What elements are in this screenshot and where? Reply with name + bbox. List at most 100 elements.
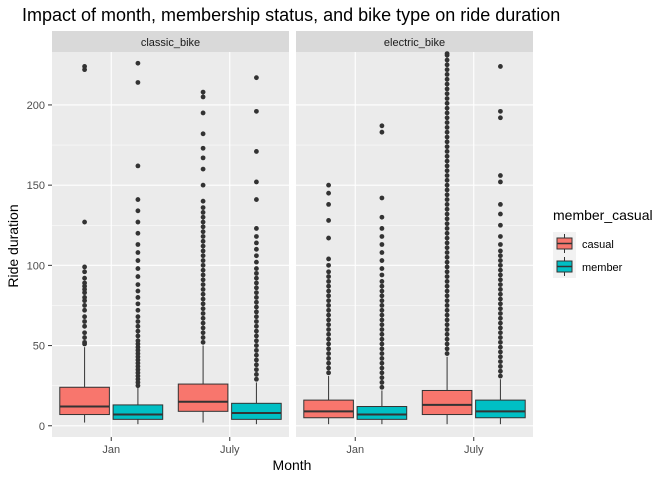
outlier-point xyxy=(379,266,385,271)
outlier-point xyxy=(254,246,259,252)
x-axis: Jan July Jan July xyxy=(102,437,484,456)
outlier-point xyxy=(498,359,503,365)
outlier-point xyxy=(82,323,87,329)
outlier-point xyxy=(444,100,450,106)
outlier-point xyxy=(82,307,87,313)
outlier-point xyxy=(254,352,259,358)
outlier-point xyxy=(326,317,331,323)
outlier-point xyxy=(379,298,385,304)
outlier-point xyxy=(326,331,331,337)
box-iqr xyxy=(112,404,164,420)
outlier-point xyxy=(200,219,206,225)
outlier-point xyxy=(326,370,331,376)
box-July-casual xyxy=(421,51,473,425)
legend-item-casual: casual xyxy=(553,232,614,255)
outlier-point xyxy=(82,264,87,270)
outlier-point xyxy=(444,168,450,174)
outlier-point xyxy=(326,235,331,241)
outlier-point xyxy=(200,272,206,278)
outlier-point xyxy=(326,360,331,366)
outlier-point xyxy=(82,339,87,345)
outlier-point xyxy=(498,291,503,297)
outlier-point xyxy=(498,373,503,379)
panel-background xyxy=(52,52,289,437)
outlier-point xyxy=(379,327,385,332)
outlier-point xyxy=(135,250,141,255)
outlier-point xyxy=(326,269,331,275)
outlier-point xyxy=(200,306,206,312)
outlier-point xyxy=(498,211,503,217)
outlier-point xyxy=(254,333,259,339)
outlier-point xyxy=(254,280,259,286)
box-July-casual xyxy=(177,89,229,423)
outlier-point xyxy=(200,311,206,316)
outlier-point xyxy=(444,144,450,150)
box-iqr xyxy=(177,383,229,412)
outlier-point xyxy=(379,355,385,361)
outlier-point xyxy=(254,295,259,300)
panels: classic_bike electric_bike xyxy=(52,31,533,437)
outlier-point xyxy=(200,277,206,283)
outlier-point xyxy=(444,288,450,294)
outlier-point xyxy=(444,322,450,328)
outlier-point xyxy=(254,357,259,363)
outlier-point xyxy=(254,290,259,296)
outlier-point xyxy=(444,216,450,222)
outlier-point xyxy=(200,301,206,307)
outlier-point xyxy=(379,272,385,278)
box-Jan-member xyxy=(356,123,408,425)
facet-strip xyxy=(296,31,533,52)
outlier-point xyxy=(444,307,450,313)
outlier-point xyxy=(326,341,331,347)
y-tick-label: 50 xyxy=(33,341,45,353)
outlier-point xyxy=(379,283,385,289)
outlier-point xyxy=(82,219,87,225)
outlier-point xyxy=(444,177,450,183)
outlier-point xyxy=(498,335,503,340)
outlier-point xyxy=(326,256,331,262)
outlier-point xyxy=(254,328,259,334)
outlier-point xyxy=(498,253,503,259)
outlier-point xyxy=(254,362,259,368)
outlier-point xyxy=(135,301,141,307)
outlier-point xyxy=(326,190,331,196)
outlier-point xyxy=(135,338,141,344)
outlier-point xyxy=(379,341,385,347)
outlier-point xyxy=(379,317,385,323)
y-tick-label: 0 xyxy=(39,421,45,433)
outlier-point xyxy=(200,89,206,95)
outlier-point xyxy=(135,208,141,214)
legend-label: member xyxy=(582,262,623,274)
outlier-point xyxy=(326,218,331,223)
box-July-member xyxy=(475,64,526,425)
x-tick-label: Jan xyxy=(346,444,364,456)
outlier-point xyxy=(135,328,141,334)
outlier-point xyxy=(498,282,503,288)
outlier-point xyxy=(444,264,450,270)
y-tick-label: 200 xyxy=(27,100,45,112)
outlier-point xyxy=(135,163,141,169)
outlier-point xyxy=(444,336,450,342)
outlier-point xyxy=(326,283,331,289)
outlier-point xyxy=(135,266,141,271)
outlier-point xyxy=(254,299,259,305)
outlier-point xyxy=(326,351,331,356)
outlier-point xyxy=(379,370,385,376)
box-July-member xyxy=(231,75,282,425)
outlier-point xyxy=(444,230,450,236)
outlier-point xyxy=(135,282,141,288)
outlier-point xyxy=(444,187,450,193)
outlier-point xyxy=(254,234,259,239)
outlier-point xyxy=(498,64,503,69)
outlier-point xyxy=(326,346,331,352)
y-axis: 0 50 100 150 200 xyxy=(27,100,52,433)
x-tick-label: July xyxy=(220,444,240,456)
outlier-point xyxy=(444,153,450,159)
outlier-point xyxy=(326,365,331,371)
outlier-point xyxy=(498,242,503,247)
outlier-point xyxy=(444,110,450,116)
outlier-point xyxy=(498,277,503,283)
outlier-point xyxy=(200,234,206,239)
y-tick-label: 150 xyxy=(27,180,45,192)
outlier-point xyxy=(254,108,259,114)
